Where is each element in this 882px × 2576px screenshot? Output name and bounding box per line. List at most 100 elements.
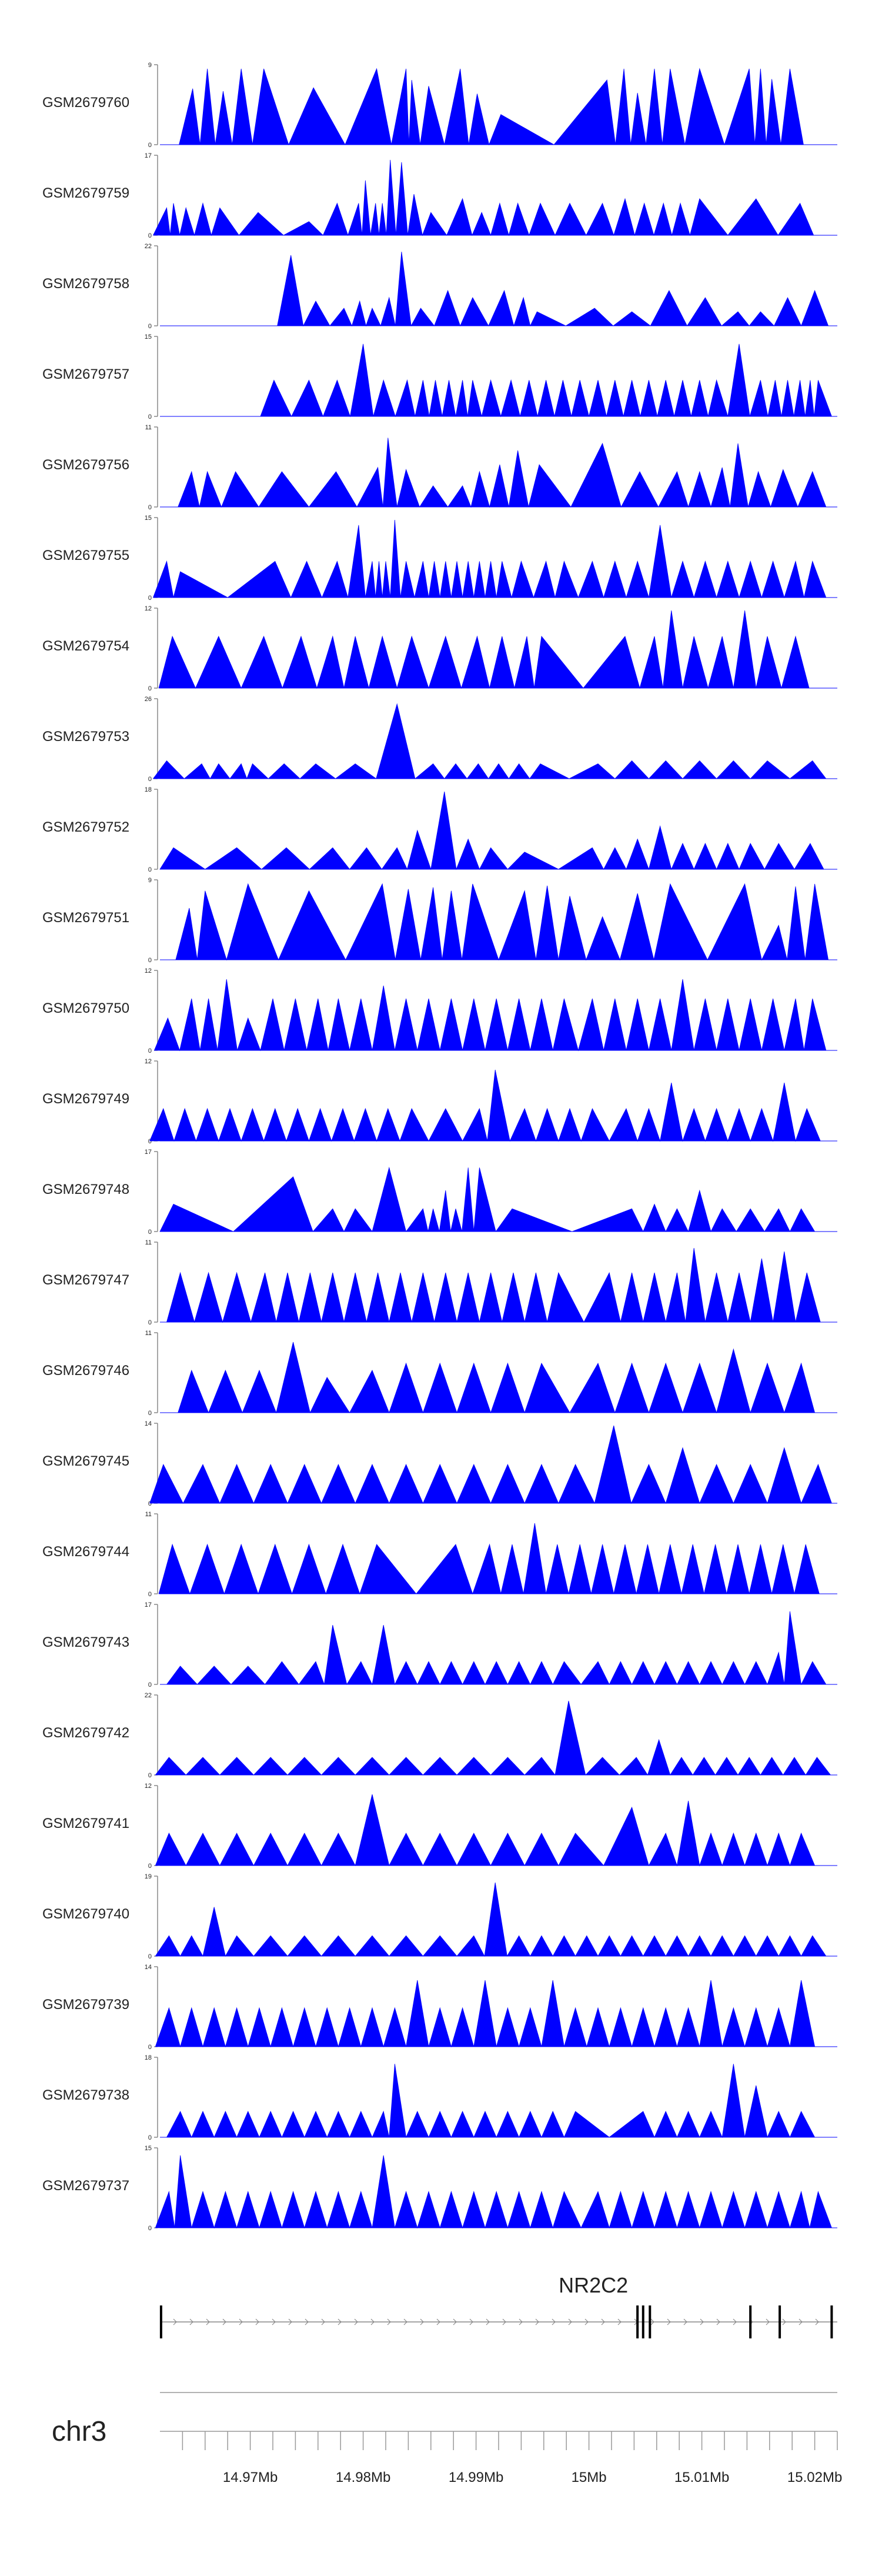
track-ymin-label: 0 — [148, 1772, 152, 1779]
strand-arrow — [799, 2318, 803, 2325]
track-ymin-label: 0 — [148, 232, 152, 239]
track-ymin-label: 0 — [148, 1591, 152, 1598]
track-label: GSM2679756 — [42, 457, 129, 473]
track-ymax-label: 18 — [145, 2054, 152, 2061]
track-ymin-label: 0 — [148, 957, 152, 964]
track-ymax-label: 17 — [145, 152, 152, 159]
track-ymax-label: 26 — [145, 696, 152, 703]
track-ymax-label: 12 — [145, 1058, 152, 1065]
track-label: GSM2679753 — [42, 729, 129, 745]
track-ymin-label: 0 — [148, 323, 152, 330]
strand-arrow — [486, 2318, 490, 2325]
strand-arrow — [584, 2318, 589, 2325]
track-ymax-label: 9 — [148, 877, 152, 884]
strand-arrow — [667, 2318, 671, 2325]
track-GSM2679738: GSM2679738 18 0 — [42, 2054, 837, 2141]
coverage-area — [159, 1166, 816, 1233]
chromosome-label: chr3 — [52, 2416, 106, 2447]
strand-arrow — [370, 2318, 375, 2325]
track-GSM2679760: GSM2679760 9 0 — [42, 62, 837, 149]
gene-exon — [830, 2305, 833, 2338]
track-GSM2679754: GSM2679754 12 0 — [42, 605, 837, 692]
strand-arrow — [305, 2318, 309, 2325]
track-GSM2679750: GSM2679750 12 0 — [42, 967, 837, 1055]
track-GSM2679741: GSM2679741 12 0 — [42, 1783, 837, 1870]
track-ymax-label: 12 — [145, 1783, 152, 1790]
strand-arrow — [436, 2318, 440, 2325]
track-ymin-label: 0 — [148, 1410, 152, 1417]
coverage-area — [155, 1794, 816, 1867]
coverage-area — [153, 979, 827, 1052]
gene-exon — [642, 2305, 644, 2338]
coverage-area — [178, 1342, 816, 1414]
axis-tick-label: 15Mb — [572, 2470, 607, 2485]
track-ymax-label: 11 — [145, 424, 152, 431]
track-ymin-label: 0 — [148, 2134, 152, 2141]
track-label: GSM2679751 — [42, 910, 129, 926]
strand-arrow — [766, 2318, 770, 2325]
track-ymax-label: 17 — [145, 1601, 152, 1609]
track-ymin-label: 0 — [148, 1138, 152, 1145]
strand-arrow — [288, 2318, 292, 2325]
track-ymax-label: 22 — [145, 243, 152, 250]
track-GSM2679752: GSM2679752 18 0 — [42, 786, 837, 873]
track-label: GSM2679740 — [42, 1906, 129, 1922]
axis-tick-label: 15.01Mb — [674, 2470, 729, 2485]
track-label: GSM2679746 — [42, 1363, 129, 1379]
track-GSM2679747: GSM2679747 11 0 — [42, 1239, 837, 1326]
strand-arrow — [519, 2318, 523, 2325]
track-ymin-label: 0 — [148, 776, 152, 783]
track-ymax-label: 17 — [145, 1149, 152, 1156]
track-label: GSM2679754 — [42, 638, 129, 654]
strand-arrow — [354, 2318, 358, 2325]
track-ymin-label: 0 — [148, 504, 152, 511]
track-label: GSM2679744 — [42, 1544, 129, 1560]
track-ymin-label: 0 — [148, 595, 152, 602]
track-label: GSM2679760 — [42, 95, 129, 111]
track-GSM2679744: GSM2679744 11 0 — [42, 1511, 837, 1598]
coverage-area — [166, 1247, 821, 1323]
gene-exon — [749, 2305, 752, 2338]
track-ymax-label: 12 — [145, 605, 152, 612]
coverage-area — [166, 1611, 827, 1686]
axis-tick-label: 14.97Mb — [223, 2470, 278, 2485]
coverage-area — [277, 251, 829, 327]
track-ymax-label: 14 — [145, 1420, 152, 1427]
track-label: GSM2679749 — [42, 1091, 129, 1107]
track-GSM2679748: GSM2679748 17 0 — [42, 1149, 837, 1236]
track-label: GSM2679759 — [42, 185, 129, 201]
track-GSM2679757: GSM2679757 15 0 — [42, 333, 837, 421]
track-label: GSM2679757 — [42, 366, 129, 382]
track-GSM2679751: GSM2679751 9 0 — [42, 877, 837, 964]
track-GSM2679742: GSM2679742 22 0 — [42, 1692, 837, 1779]
strand-arrow — [601, 2318, 605, 2325]
track-ymax-label: 11 — [145, 1511, 152, 1518]
axis-tick-label: 14.98Mb — [336, 2470, 390, 2485]
strand-arrow — [568, 2318, 572, 2325]
gene-model-track: NR2C2 — [159, 2273, 837, 2338]
axis-tick-label: 15.02Mb — [787, 2470, 842, 2485]
track-label: GSM2679752 — [42, 819, 129, 835]
coverage-area — [155, 1882, 827, 1957]
strand-arrow — [173, 2318, 177, 2325]
track-ymin-label: 0 — [148, 1863, 152, 1870]
track-label: GSM2679739 — [42, 1997, 129, 2013]
track-GSM2679756: GSM2679756 11 0 — [42, 424, 837, 511]
genome-axis: chr3 14.97Mb 14.98Mb 14.99Mb 15Mb 15.01Mb 15.… — [52, 2392, 842, 2485]
track-ymin-label: 0 — [148, 1319, 152, 1326]
track-ymin-label: 0 — [148, 866, 152, 873]
coverage-area — [166, 2064, 816, 2138]
strand-arrow — [403, 2318, 407, 2325]
coverage-area — [152, 159, 814, 236]
track-label: GSM2679747 — [42, 1272, 129, 1288]
strand-arrow — [502, 2318, 506, 2325]
track-GSM2679743: GSM2679743 17 0 — [42, 1601, 837, 1689]
strand-arrow — [782, 2318, 786, 2325]
track-GSM2679749: GSM2679749 12 0 — [42, 1058, 837, 1145]
track-ymin-label: 0 — [148, 1229, 152, 1236]
track-ymin-label: 0 — [148, 413, 152, 421]
track-label: GSM2679748 — [42, 1182, 129, 1197]
track-ymin-label: 0 — [148, 1681, 152, 1689]
strand-arrow — [700, 2318, 704, 2325]
